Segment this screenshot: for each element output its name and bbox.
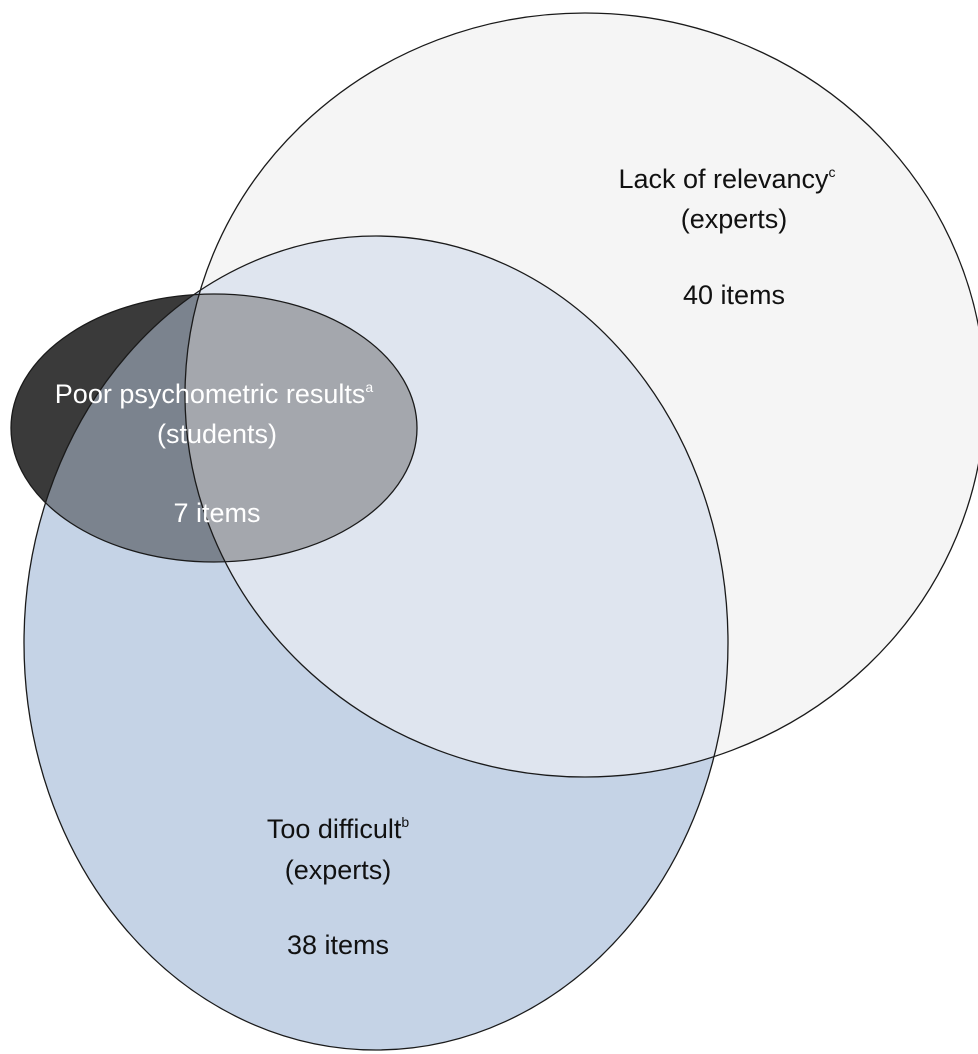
difficult-footnote-marker: b [401, 814, 409, 830]
difficult-count: 38 items [287, 930, 389, 960]
psychometric-group: (students) [157, 419, 277, 449]
relevancy-label: Lack of relevancyc (experts) 40 items [618, 164, 835, 310]
svg-text:Lack of relevancyc: Lack of relevancyc [618, 164, 835, 194]
svg-text:Poor psychometric resultsa: Poor psychometric resultsa [55, 379, 374, 409]
set-outlines [10, 12, 978, 1051]
psychometric-footnote-marker: a [365, 379, 373, 395]
relevancy-group: (experts) [681, 204, 788, 234]
overlap-all-three [185, 294, 417, 562]
svg-text:Too difficultb: Too difficultb [267, 814, 410, 844]
difficult-label: Too difficultb (experts) 38 items [267, 814, 410, 960]
relevancy-footnote-marker: c [829, 164, 836, 180]
psychometric-outline [10, 293, 418, 563]
difficult-group: (experts) [285, 855, 392, 885]
relevancy-title: Lack of relevancy [618, 164, 829, 194]
relevancy-outline [184, 12, 978, 778]
difficult-title: Too difficult [267, 814, 402, 844]
relevancy-count: 40 items [683, 280, 785, 310]
psychometric-label: Poor psychometric resultsa (students) 7 … [55, 379, 374, 528]
psychometric-title: Poor psychometric results [55, 379, 366, 409]
psychometric-count: 7 items [173, 498, 260, 528]
difficult-outline [23, 235, 729, 1051]
